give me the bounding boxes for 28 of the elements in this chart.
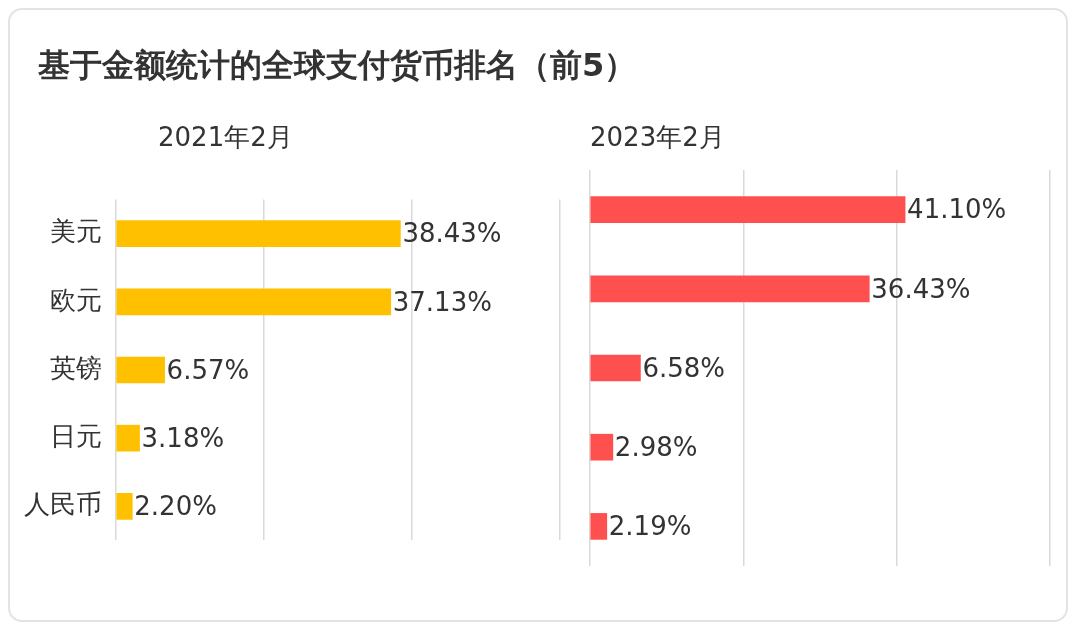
bar bbox=[116, 288, 392, 316]
data-label: 6.58% bbox=[642, 352, 726, 383]
bar bbox=[590, 354, 641, 382]
data-label: 41.10% bbox=[907, 194, 1007, 225]
data-label: 6.57% bbox=[166, 354, 250, 385]
y-tick-label: 英镑 bbox=[50, 352, 102, 383]
data-label: 36.43% bbox=[871, 273, 971, 304]
chart-subtitle: 2023年2月 bbox=[589, 121, 726, 154]
bar bbox=[590, 196, 906, 223]
y-tick-label: 欧元 bbox=[50, 284, 102, 315]
bar bbox=[590, 513, 608, 540]
bar bbox=[116, 220, 401, 248]
data-label: 2.98% bbox=[614, 431, 698, 462]
bar bbox=[116, 492, 133, 520]
bar bbox=[116, 356, 165, 384]
y-tick-label: 美元 bbox=[50, 216, 102, 247]
chart-subtitle: 2021年2月 bbox=[157, 121, 294, 154]
data-label: 37.13% bbox=[392, 286, 492, 317]
bar bbox=[590, 275, 870, 303]
data-label: 2.19% bbox=[608, 511, 692, 542]
data-label: 2.20% bbox=[134, 491, 217, 522]
chart-title: 基于金额统计的全球支付货币排名（前5） bbox=[38, 45, 637, 86]
y-tick-label: 人民币 bbox=[24, 489, 102, 520]
bar bbox=[590, 433, 614, 461]
data-label: 3.18% bbox=[141, 422, 225, 453]
data-label: 38.43% bbox=[402, 218, 502, 249]
bar bbox=[116, 424, 140, 452]
y-tick-label: 日元 bbox=[50, 420, 102, 451]
